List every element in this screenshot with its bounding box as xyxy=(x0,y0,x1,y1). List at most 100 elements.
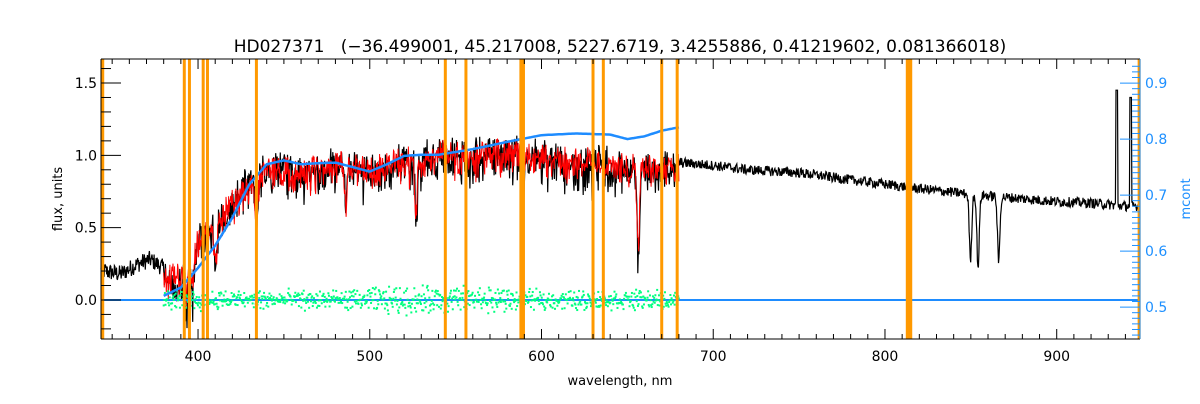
x-axis-label: wavelength, nm xyxy=(568,374,673,389)
residual-point xyxy=(242,301,245,304)
residual-point xyxy=(163,292,166,295)
residual-point xyxy=(528,287,531,290)
residual-point xyxy=(215,302,218,305)
y2-tick-label: 0.6 xyxy=(1145,244,1167,260)
residual-point xyxy=(243,305,246,308)
residual-point xyxy=(312,297,315,300)
residual-point xyxy=(297,305,300,308)
residual-point xyxy=(222,294,225,297)
residual-point xyxy=(629,300,632,303)
residual-point xyxy=(493,310,496,313)
residual-point xyxy=(216,305,219,308)
residual-point xyxy=(347,309,350,312)
residual-point xyxy=(310,296,313,299)
residual-point xyxy=(672,294,675,297)
residual-point xyxy=(499,301,502,304)
residual-point xyxy=(440,304,443,307)
residual-point xyxy=(525,300,528,303)
residual-point xyxy=(596,297,599,300)
residual-point xyxy=(217,306,220,309)
residual-point xyxy=(407,305,410,308)
residual-point xyxy=(359,306,362,309)
residual-point xyxy=(345,298,348,301)
residual-point xyxy=(356,289,359,292)
residual-point xyxy=(269,296,272,299)
residual-point xyxy=(221,304,224,307)
residual-point xyxy=(234,303,237,306)
residual-point xyxy=(184,306,187,309)
residual-point xyxy=(607,300,610,303)
residual-point xyxy=(276,298,279,301)
residual-point xyxy=(430,303,433,306)
residual-point xyxy=(579,300,582,303)
residual-point xyxy=(296,294,299,297)
residual-point xyxy=(414,295,417,298)
residual-point xyxy=(226,297,229,300)
residual-point xyxy=(479,298,482,301)
residual-point xyxy=(441,300,444,303)
residual-point xyxy=(246,301,249,304)
residual-point xyxy=(457,289,460,292)
residual-point xyxy=(406,298,409,301)
residual-point xyxy=(436,290,439,293)
residual-point xyxy=(371,299,374,302)
residual-point xyxy=(657,299,660,302)
residual-point xyxy=(271,303,274,306)
residual-point xyxy=(269,298,272,301)
residual-point xyxy=(446,310,449,313)
residual-point xyxy=(663,297,666,300)
residual-point xyxy=(490,301,493,304)
residual-point xyxy=(489,299,492,302)
residual-point xyxy=(559,297,562,300)
residual-point xyxy=(561,307,564,310)
residual-point xyxy=(343,295,346,298)
residual-point xyxy=(477,300,480,303)
residual-point xyxy=(192,293,195,296)
residual-point xyxy=(454,298,457,301)
residual-point xyxy=(412,298,415,301)
residual-point xyxy=(481,301,484,304)
residual-point xyxy=(175,306,178,309)
residual-point xyxy=(222,300,225,303)
residual-point xyxy=(544,299,547,302)
residual-point xyxy=(619,302,622,305)
residual-point xyxy=(294,301,297,304)
residual-point xyxy=(437,305,440,308)
residual-point xyxy=(226,303,229,306)
x-tick-label: 800 xyxy=(872,349,899,365)
residual-point xyxy=(385,302,388,305)
residual-point xyxy=(380,303,383,306)
residual-point xyxy=(540,301,543,304)
residual-point xyxy=(530,299,533,302)
residual-point xyxy=(314,300,317,303)
residual-point xyxy=(580,303,583,306)
residual-point xyxy=(186,300,189,303)
residual-point xyxy=(404,306,407,309)
residual-point xyxy=(662,305,665,308)
residual-point xyxy=(322,292,325,295)
residual-point xyxy=(305,302,308,305)
residual-point xyxy=(358,299,361,302)
residual-point xyxy=(659,300,662,303)
residual-point xyxy=(421,309,424,312)
residual-point xyxy=(425,286,428,289)
residual-point xyxy=(401,301,404,304)
residual-point xyxy=(196,302,199,305)
residual-point xyxy=(403,303,406,306)
residual-point xyxy=(670,297,673,300)
residual-point xyxy=(516,298,519,301)
residual-point xyxy=(527,300,530,303)
residual-point xyxy=(212,300,215,303)
residual-point xyxy=(550,298,553,301)
residual-point xyxy=(280,295,283,298)
residual-point xyxy=(433,303,436,306)
residual-point xyxy=(419,303,422,306)
residual-point xyxy=(292,299,295,302)
residual-point xyxy=(373,307,376,310)
residual-point xyxy=(386,304,389,307)
residual-point xyxy=(340,300,343,303)
residual-point xyxy=(469,294,472,297)
residual-point xyxy=(309,300,312,303)
y2-tick-label: 0.8 xyxy=(1145,132,1167,148)
residual-point xyxy=(208,302,211,305)
